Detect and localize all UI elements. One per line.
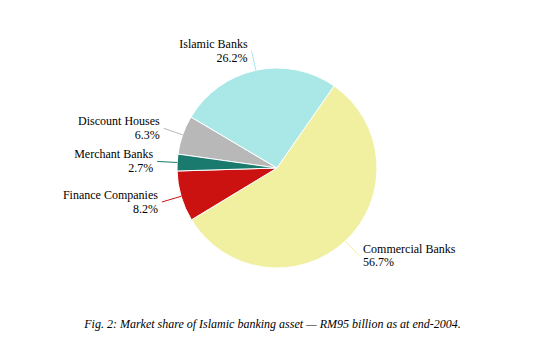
svg-text:Merchant Banks2.7%: Merchant Banks2.7% [74, 147, 153, 175]
html-text:Fig. 2: Market share of Islami: Fig. 2: Market share of Islamic banking … [84, 317, 461, 331]
svg-text:Commercial Banks56.7%: Commercial Banks56.7% [363, 242, 456, 270]
svg-text:Islamic Banks26.2%: Islamic Banks26.2% [179, 37, 248, 65]
svg-text:Discount Houses6.3%: Discount Houses6.3% [78, 114, 160, 142]
svg-text:Finance Companies8.2%: Finance Companies8.2% [63, 188, 158, 216]
